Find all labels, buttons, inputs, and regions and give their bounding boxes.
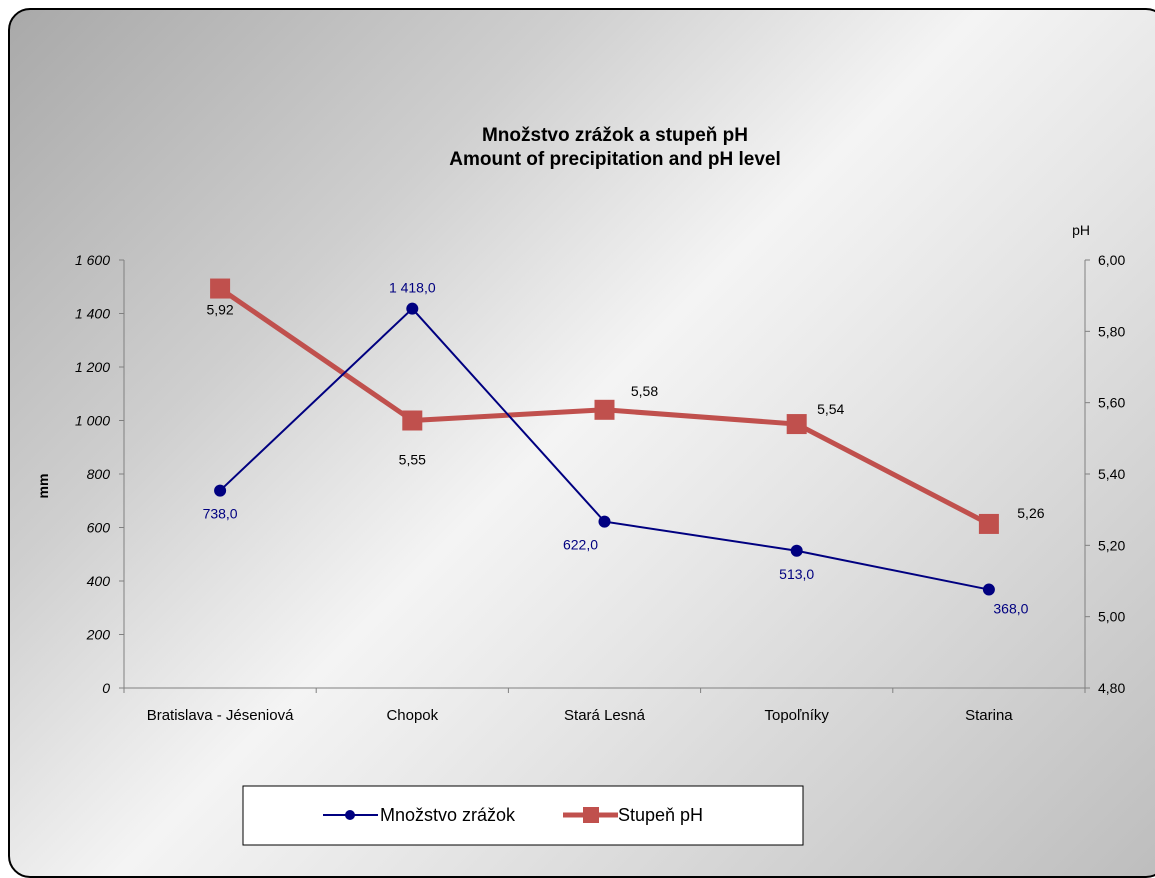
series-layer: 5,92 5,55 5,58 5,54 5,26 738,0 1 418,0 622,0 513… (203, 278, 1045, 617)
precip-point (982, 583, 995, 596)
precip-point (214, 484, 227, 497)
y-left-tick-label: 1 200 (75, 359, 110, 375)
y-left-tick-label: 0 (102, 680, 110, 696)
ph-data-label: 5,26 (1017, 505, 1044, 521)
ph-point (786, 414, 807, 435)
y-right-tick-label: 5,60 (1098, 395, 1125, 411)
precip-data-label: 622,0 (563, 537, 598, 553)
precip-point (598, 515, 611, 528)
x-category-label: Stará Lesná (564, 707, 646, 724)
precip-data-label: 738,0 (203, 506, 238, 522)
y-right-tick-label: 5,20 (1098, 537, 1125, 553)
y-right-tick-label: 5,80 (1098, 323, 1125, 339)
precip-data-label: 368,0 (993, 601, 1028, 617)
y-left-tick-label: 600 (87, 520, 111, 536)
y-left-tick-label: 1 400 (75, 306, 110, 322)
ph-data-label: 5,58 (631, 383, 658, 399)
y-left-tick-label: 800 (87, 466, 111, 482)
legend-ph-label: Stupeň pH (618, 805, 703, 825)
precip-data-label: 513,0 (779, 566, 814, 582)
y-right-tick-label: 4,80 (1098, 680, 1125, 696)
ph-point (210, 278, 231, 299)
ph-point (402, 410, 423, 431)
y-right-tick-label: 5,00 (1098, 609, 1125, 625)
y-left-tick-label: 1 000 (75, 413, 110, 429)
ph-data-label: 5,92 (206, 302, 233, 318)
axes: 0 200 400 600 800 1 000 1 200 1 400 1 600 4,80 5,0… (75, 252, 1126, 724)
precip-series-line (219, 307, 990, 591)
x-category-label: Starina (965, 707, 1013, 724)
y-right-axis-title: pH (1072, 222, 1090, 238)
y-right-tick-label: 6,00 (1098, 252, 1125, 268)
legend: Množstvo zrážok Stupeň pH (242, 785, 804, 846)
y-right-tick-label: 5,40 (1098, 466, 1125, 482)
chart-frame: Množstvo zrážok a stupeň pH Amount of pr… (8, 8, 1155, 878)
legend-ph-marker (583, 807, 599, 823)
x-category-label: Topoľníky (764, 707, 829, 724)
combo-line-chart: Množstvo zrážok a stupeň pH Amount of pr… (35, 125, 1126, 846)
y-left-tick-label: 1 600 (75, 252, 110, 268)
precip-data-label: 1 418,0 (389, 280, 436, 296)
chart-subtitle: Amount of precipitation and pH level (449, 149, 780, 170)
x-category-label: Bratislava - Jéseniová (147, 707, 294, 724)
legend-precip-label: Množstvo zrážok (380, 805, 516, 825)
y-left-tick-label: 200 (86, 627, 111, 643)
y-left-axis-title: mm (35, 474, 51, 499)
precip-point (790, 544, 803, 557)
x-category-label: Chopok (386, 707, 438, 724)
y-left-tick-label: 400 (87, 573, 111, 589)
precip-point (406, 302, 419, 315)
ph-data-label: 5,54 (817, 401, 844, 417)
ph-point (594, 399, 615, 420)
ph-point (978, 513, 999, 534)
legend-precip-marker (345, 810, 355, 820)
chart-title: Množstvo zrážok a stupeň pH (482, 125, 748, 146)
ph-data-label: 5,55 (399, 452, 426, 468)
